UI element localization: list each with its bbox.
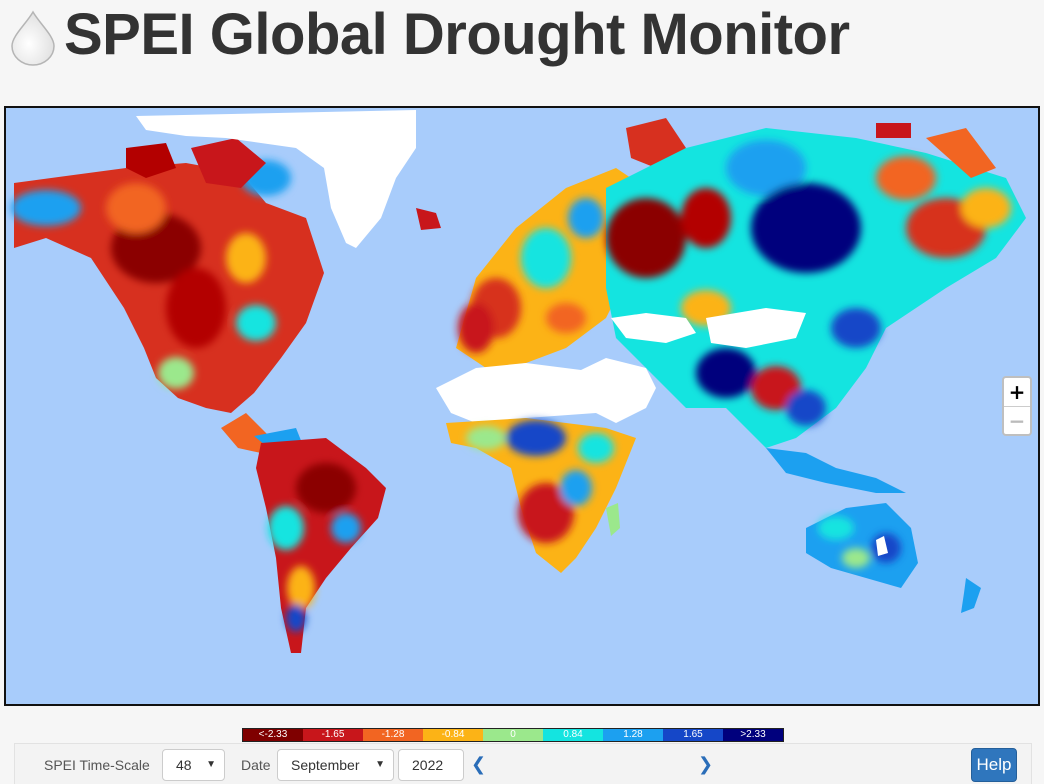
new-zealand [961,578,981,613]
timescale-select[interactable]: 48 ▼ [162,749,225,781]
help-button[interactable]: Help [971,748,1017,782]
controls-bar: SPEI Time-Scale 48 ▼ Date September ▼ 20… [14,743,1032,784]
chevron-down-icon: ▼ [375,759,385,770]
color-legend: <-2.33 -1.65 -1.28 -0.84 0 0.84 1.28 1.65 >2.33 [242,728,784,742]
water-drop-icon [11,10,55,66]
australia [806,503,918,588]
south-america [256,438,386,653]
chevron-down-icon: ▼ [206,759,216,770]
chevron-left-icon[interactable]: ❮ [471,754,487,775]
legend-item: -1.65 [303,729,363,741]
legend-item: -0.84 [423,729,483,741]
legend-item: >2.33 [723,729,783,741]
legend-item: 0.84 [543,729,603,741]
page-title: SPEI Global Drought Monitor [64,2,850,67]
timescale-value: 48 [176,757,192,773]
legend-item: -1.28 [363,729,423,741]
header: SPEI Global Drought Monitor [0,0,1044,100]
no-data-region [436,358,656,423]
zoom-out-button[interactable]: − [1008,409,1026,433]
date-label: Date [241,757,271,773]
month-select[interactable]: September ▼ [277,749,394,781]
zoom-in-button[interactable]: + [1004,378,1030,407]
africa [446,418,636,573]
legend-item: 1.28 [603,729,663,741]
north-america [11,138,324,458]
legend-item: <-2.33 [243,729,303,741]
month-value: September [291,757,360,773]
greenland [136,110,416,248]
asia [606,123,1026,448]
legend-item: 0 [483,729,543,741]
year-value: 2022 [412,757,444,773]
timescale-label: SPEI Time-Scale [44,757,150,773]
maritime-asia [766,448,906,493]
drought-map[interactable]: + − [4,106,1040,706]
year-input[interactable]: 2022 [398,749,464,781]
zoom-control: + − [1002,376,1032,436]
legend-item: 1.65 [663,729,723,741]
world-map [6,108,1038,704]
chevron-right-icon[interactable]: ❯ [698,754,714,775]
